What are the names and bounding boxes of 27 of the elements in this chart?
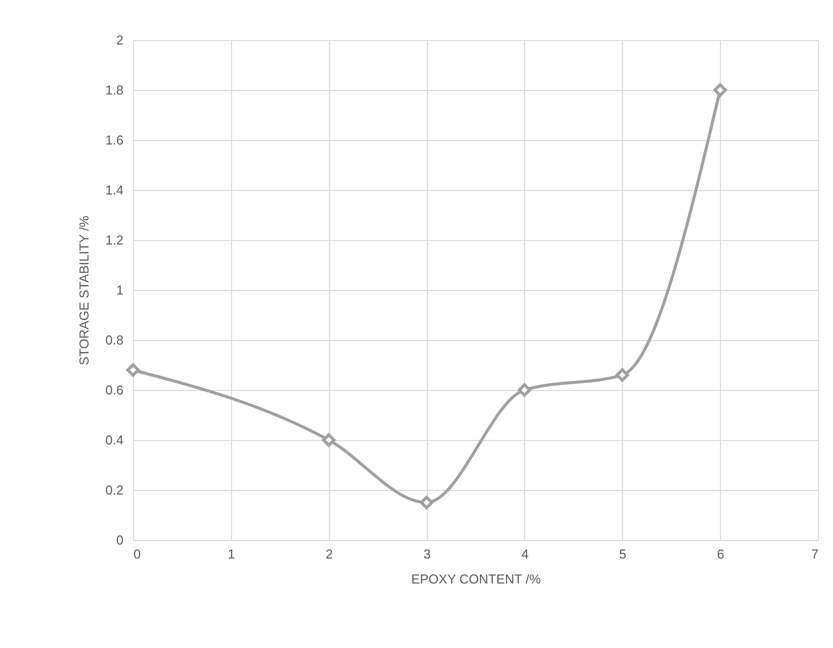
x-tick-label: 1 — [228, 546, 235, 562]
y-tick-label: 0.4 — [105, 432, 124, 448]
y-tick-label: 2 — [116, 32, 124, 48]
y-tick-label: 0 — [116, 532, 124, 548]
y-tick-label: 1.8 — [105, 82, 124, 98]
y-axis-title: STORAGE STABILITY /% — [76, 215, 92, 366]
y-tick-label: 0.8 — [105, 332, 124, 348]
x-tick-label: 0 — [134, 546, 141, 562]
x-tick-label: 3 — [423, 546, 431, 562]
y-tick-label: 1.4 — [105, 182, 124, 198]
y-tick-label: 1.2 — [105, 232, 124, 248]
point — [616, 368, 630, 382]
point — [322, 433, 336, 447]
x-tick-label: 2 — [326, 546, 333, 562]
point — [713, 83, 727, 97]
x-tick-label: 6 — [717, 546, 724, 562]
x-tick-label: 7 — [811, 546, 818, 562]
y-tick-label: 1.6 — [105, 132, 124, 148]
point — [420, 496, 434, 510]
point — [518, 383, 532, 397]
y-tick-label: 0.2 — [105, 482, 124, 498]
y-tick-label: 1 — [116, 282, 124, 298]
point — [126, 363, 140, 377]
x-tick-label: 4 — [521, 546, 529, 562]
x-axis-title: EPOXY CONTENT /% — [411, 572, 542, 586]
x-tick-label: 5 — [619, 546, 626, 562]
y-tick-label: 0.6 — [105, 382, 124, 398]
